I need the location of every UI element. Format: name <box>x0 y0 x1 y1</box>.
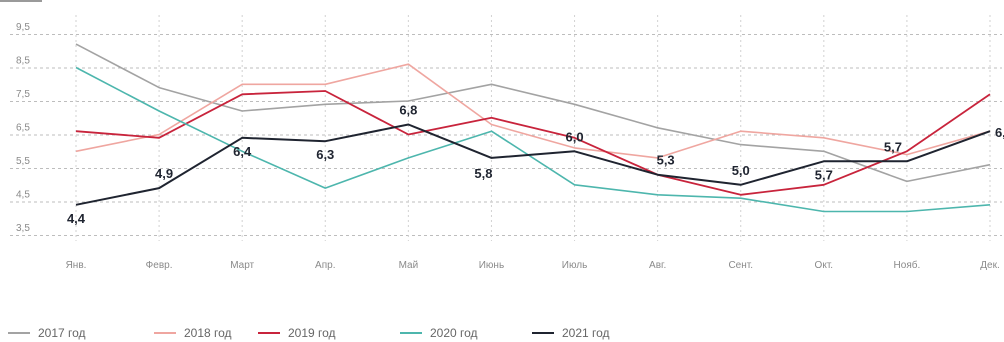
y-tick-label: 6,5 <box>16 123 30 134</box>
data-label-2021: 4,4 <box>67 211 86 226</box>
x-tick-label: Апр. <box>315 260 335 271</box>
data-label-2021: 6,4 <box>233 144 252 159</box>
y-tick-label: 5,5 <box>16 156 30 167</box>
legend-label: 2019 год <box>288 326 336 340</box>
series-line-2019-год <box>75 90 991 196</box>
y-tick-label: 8,5 <box>16 56 30 67</box>
data-label-2021: 4,9 <box>155 166 173 181</box>
data-label-2021: 5,7 <box>884 139 902 154</box>
legend-label: 2018 год <box>184 326 232 340</box>
legend: 2017 год 2018 год 2019 год 2020 год 2021 год <box>8 326 610 340</box>
series-line-2020-год <box>75 66 991 213</box>
data-label-2021: 6,6 <box>995 125 1004 140</box>
legend-label: 2017 год <box>38 326 86 340</box>
data-label-2021: 5,8 <box>474 166 492 181</box>
x-tick-label: Сент. <box>728 260 753 271</box>
x-tick-label: Авг. <box>649 260 666 271</box>
data-label-2021: 5,7 <box>815 167 833 182</box>
y-tick-label: 4,5 <box>16 190 30 201</box>
legend-label: 2020 год <box>430 326 478 340</box>
series-line-2018-год <box>75 63 991 159</box>
series-line-2021-год <box>75 123 991 206</box>
x-tick-label: Янв. <box>66 260 87 271</box>
y-axis-ticks: 9,5 8,5 7,5 6,5 5,5 4,5 3,5 <box>16 22 30 234</box>
legend-label: 2021 год <box>562 326 610 340</box>
data-label-2021: 5,0 <box>732 163 750 178</box>
data-labels: 4,4 4,9 6,4 6,3 6,8 5,8 6,0 5,3 5,0 5,7 5,7 6,6 <box>67 102 1004 225</box>
x-tick-label: Окт. <box>815 260 834 271</box>
x-axis-ticks: Янв. Февр. Март Апр. Май Июнь Июль Авг. Сент. Окт… <box>66 259 1000 271</box>
x-tick-label: Февр. <box>146 260 173 271</box>
x-tick-label: Нояб. <box>894 259 921 271</box>
series-layer <box>75 43 991 213</box>
x-tick-label: Май <box>399 260 419 271</box>
y-tick-label: 3,5 <box>16 223 30 234</box>
y-tick-label: 9,5 <box>16 22 30 33</box>
y-tick-label: 7,5 <box>16 89 30 100</box>
data-label-2021: 5,3 <box>657 153 675 168</box>
x-tick-label: Март <box>230 260 254 271</box>
series-line-2017-год <box>75 43 991 183</box>
data-label-2021: 6,0 <box>566 129 584 144</box>
data-label-2021: 6,8 <box>399 102 417 117</box>
x-tick-label: Июнь <box>479 260 504 271</box>
data-label-2021: 6,3 <box>316 147 334 162</box>
x-tick-label: Дек. <box>980 260 1000 271</box>
x-tick-label: Июль <box>562 260 588 271</box>
